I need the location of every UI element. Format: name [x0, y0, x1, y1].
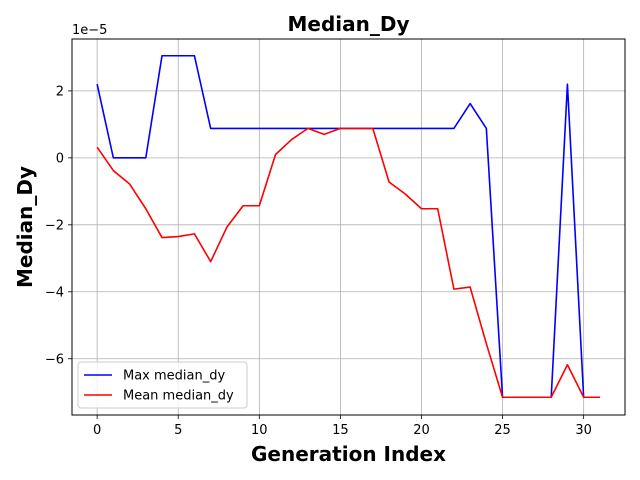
y-tick-label: −6: [45, 352, 64, 367]
y-tick-label: 0: [56, 151, 64, 166]
legend-label-max: Max median_dy: [123, 369, 225, 384]
x-tick-label: 5: [174, 423, 182, 438]
plot-area: [72, 39, 625, 415]
x-tick-label: 25: [494, 423, 511, 438]
x-tick-label: 10: [251, 423, 268, 438]
y-axis-label: Median_Dy: [13, 166, 37, 288]
y-tick-label: −2: [45, 218, 64, 233]
y-tick-label: 2: [56, 84, 64, 99]
legend-box: [77, 361, 248, 409]
y-tick-label: −4: [45, 285, 64, 300]
x-axis-label: Generation Index: [251, 442, 446, 466]
plot-frame: [71, 38, 626, 416]
x-tick-label: 30: [575, 423, 592, 438]
chart-title: Median_Dy: [287, 12, 409, 36]
series-line-mean: [96, 127, 600, 399]
x-tick-label: 20: [413, 423, 430, 438]
x-tick-label: 15: [332, 423, 349, 438]
grid: [72, 39, 625, 415]
x-tick-label: 0: [93, 423, 101, 438]
y-offset-text: 1e−5: [72, 23, 107, 38]
legend: Max median_dy Mean median_dy: [77, 361, 248, 409]
series-layer: [96, 54, 600, 399]
legend-label-mean: Mean median_dy: [123, 389, 234, 404]
